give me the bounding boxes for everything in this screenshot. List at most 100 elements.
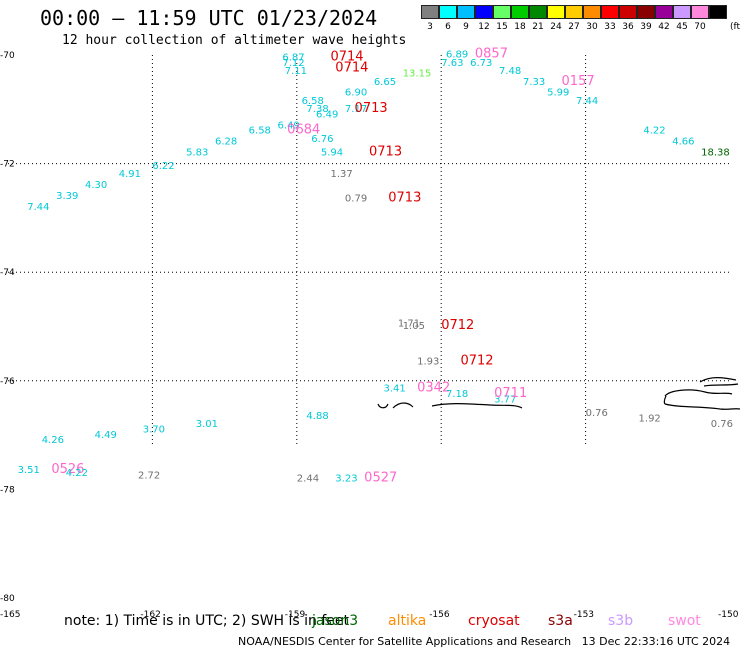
pass-time-label: 0711 (494, 386, 527, 401)
wave-height-value: 7.44 (27, 202, 49, 213)
map-title: 00:00 – 11:59 UTC 01/23/2024 (40, 6, 378, 30)
lat-label: -78 (0, 485, 15, 495)
wave-height-value: 5.99 (547, 88, 569, 99)
coastline-segment (663, 395, 667, 405)
lon-label: -162 (140, 610, 160, 620)
graticule (8, 55, 730, 446)
legend-bin-label: 15 (496, 22, 508, 32)
coastline-segment (699, 377, 737, 383)
wave-height-value: 5.94 (321, 147, 343, 158)
wave-height-value: 3.23 (335, 473, 357, 484)
legend-unit: (ft) (730, 22, 740, 32)
pass-time-label: 0684 (287, 123, 320, 138)
timestamp: 13 Dec 22:33:16 UTC 2024 (581, 635, 731, 648)
legend-bin-label: 9 (463, 22, 469, 32)
wave-height-value: 3.51 (18, 465, 40, 476)
wave-height-value: 1.05 (403, 321, 425, 332)
legend-swatch (637, 5, 655, 19)
wave-height-value: 2.44 (297, 473, 319, 484)
wave-height-value: 6.49 (316, 109, 338, 120)
legend-swatch (709, 5, 727, 19)
pass-time-label: 0712 (441, 318, 474, 333)
legend-bin-label: 21 (532, 22, 544, 32)
credit-text: NOAA/NESDIS Center for Satellite Applica… (238, 635, 572, 648)
footer-note: note: 1) Time is in UTC; 2) SWH is in fe… (64, 613, 350, 629)
legend-bin-label: 6 (445, 22, 451, 32)
lon-label: -156 (429, 610, 450, 620)
wave-height-value: 7.18 (446, 389, 468, 400)
wave-height-value: 1.37 (330, 169, 352, 180)
wave-height-value: 6.76 (311, 134, 333, 145)
legend-swatch (475, 5, 493, 19)
wave-height-value: 3.77 (494, 395, 516, 406)
lat-label: -76 (0, 377, 15, 387)
mission-swot: swot (668, 613, 701, 629)
legend-swatch (655, 5, 673, 19)
wave-height-value: 4.26 (42, 435, 64, 446)
legend-bin-label: 30 (586, 22, 598, 32)
mission-altika: altika (388, 613, 427, 629)
legend-bin-label: 42 (658, 22, 670, 32)
wave-height-value: 5.83 (186, 147, 208, 158)
wave-height-value: 18.38 (701, 147, 730, 158)
mission-s3b: s3b (608, 613, 634, 629)
pass-time-label: 0527 (364, 470, 397, 485)
wave-height-value: 7.44 (576, 96, 598, 107)
lat-label: -70 (0, 51, 15, 61)
wave-height-value: 1.93 (417, 357, 439, 368)
wave-height-value: 6.90 (345, 88, 367, 99)
wave-height-value: 2.72 (138, 471, 160, 482)
wave-height-value: 4.66 (672, 137, 694, 148)
lon-label: -153 (574, 610, 594, 620)
legend-swatch (673, 5, 691, 19)
wave-height-value: 4.88 (306, 411, 328, 422)
legend-swatch (601, 5, 619, 19)
wave-height-value: 4.91 (119, 169, 141, 180)
pass-time-label: 0713 (388, 191, 421, 206)
wave-height-value: 7.38 (306, 104, 328, 115)
credit-line: NOAA/NESDIS Center for Satellite Applica… (238, 635, 730, 648)
legend-swatch (457, 5, 475, 19)
wave-height-value: 6.22 (152, 161, 174, 172)
wave-height-value: 0.76 (711, 419, 733, 430)
coastline-segment (392, 402, 414, 409)
legend-swatch (619, 5, 637, 19)
wave-height-value: 1.92 (639, 414, 661, 425)
wave-height-value: 6.28 (215, 137, 237, 148)
pass-time-label: 0857 (475, 47, 508, 62)
wave-height-value: 6.58 (302, 96, 324, 107)
mission-jason3: jason3 (312, 613, 359, 629)
coastline-segment (377, 403, 389, 409)
longitude-labels: -165 -162 -159 -156 -153 -150 (0, 610, 739, 620)
legend-bin-label: 36 (622, 22, 634, 32)
wave-height-value: 6.58 (249, 126, 271, 137)
coastline-segment (664, 403, 740, 410)
wave-height-value: 6.89 (446, 50, 468, 61)
legend-bin-label: 12 (478, 22, 490, 32)
wave-height-value: 3.39 (56, 191, 78, 202)
legend-bin-label: 24 (550, 22, 562, 32)
legend-bin-label: 27 (568, 22, 580, 32)
coastline-segment (703, 383, 739, 387)
wave-height-value: 7.12 (282, 58, 304, 69)
wave-height-value: 7.11 (285, 66, 307, 77)
wave-height-value: 6.65 (374, 77, 396, 88)
wave-height-value: 13.15 (403, 69, 432, 80)
legend-bin-label (709, 22, 727, 32)
wave-height-value: 1.71 (398, 319, 420, 330)
pass-time-label: 0713 (369, 144, 402, 159)
wave-height-value: 6.87 (282, 52, 304, 63)
pass-time-label: 0157 (562, 74, 595, 89)
legend-swatch (691, 5, 709, 19)
legend-swatch (547, 5, 565, 19)
pass-time-label: 0712 (460, 354, 493, 369)
legend-labels: 3 6 9 12 15 18 21 24 27 30 33 36 39 42 45 70 (421, 22, 727, 32)
legend-swatch (439, 5, 457, 19)
coastline-segment (431, 403, 523, 409)
wave-height-value: 6.49 (278, 120, 300, 131)
color-legend (421, 5, 727, 19)
wave-height-value: 3.70 (143, 424, 165, 435)
pass-time-label: 0713 (355, 101, 388, 116)
